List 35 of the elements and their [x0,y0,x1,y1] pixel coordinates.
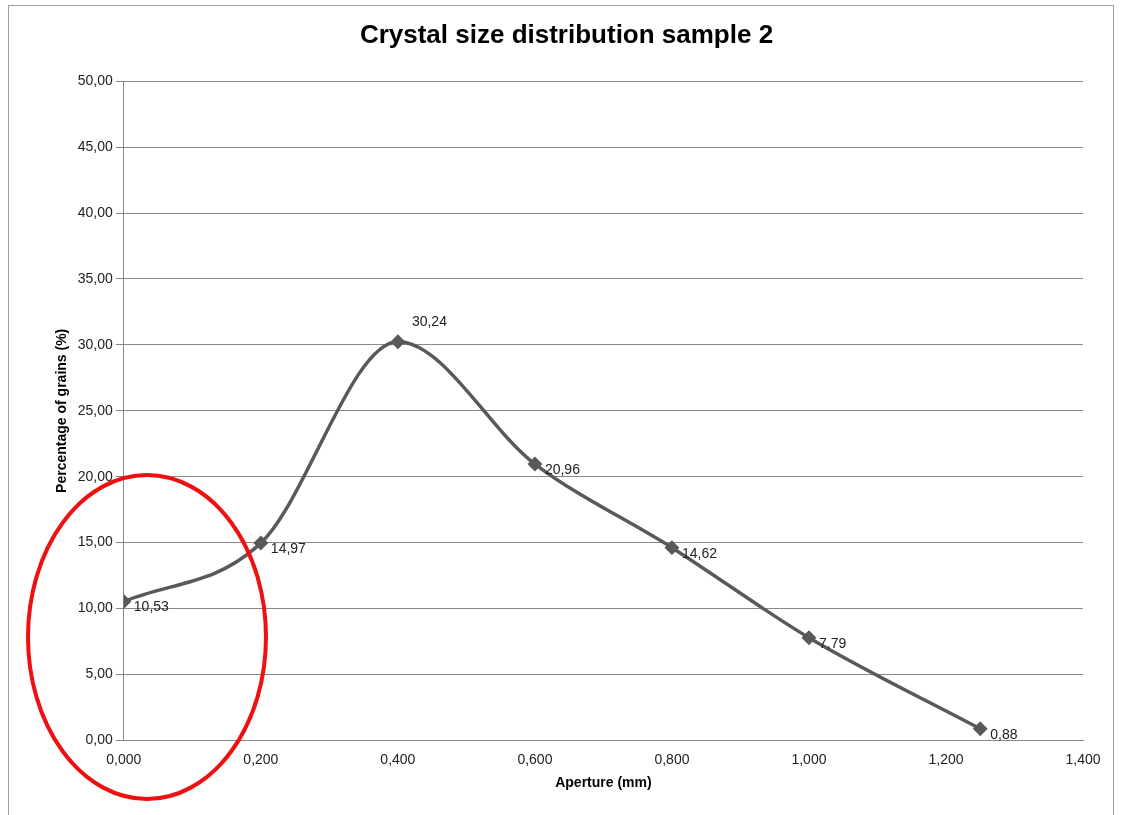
y-tick-label: 25,00 [77,401,114,418]
x-tick-label: 0,800 [654,750,690,767]
point [254,536,268,550]
x-tick-label: 1,000 [791,750,827,767]
x-tick-label: 1,400 [1065,750,1101,767]
data-label: 14,62 [681,544,718,561]
y-tick-label: 30,00 [77,335,114,352]
data-label: 7,79 [818,634,847,651]
data-label: 10,53 [133,598,170,615]
y-tick-label: 15,00 [77,533,114,550]
y-tick-label: 40,00 [77,203,114,220]
point [391,334,405,349]
y-tick-label: 50,00 [77,72,114,89]
x-tick-label: 1,200 [928,750,964,767]
data-label: 30,24 [411,312,448,329]
data-label: 0,88 [990,725,1018,742]
point [802,630,816,645]
y-tick-label: 20,00 [77,467,114,484]
x-tick-label: 0,000 [106,750,142,767]
x-tick-label: 0,600 [517,750,553,767]
y-tick-label: 5,00 [85,665,114,682]
x-tick-label: 0,400 [380,750,416,767]
y-tick-label: 45,00 [77,137,114,154]
data-label: 14,97 [270,539,307,556]
point [528,457,542,471]
y-tick-label: 35,00 [77,269,114,286]
x-axis-title: Aperture (mm) [555,774,652,791]
y-axis-title: Percentage of grains (%) [53,328,70,493]
y-tick-label: 10,00 [77,599,114,616]
x-tick-label: 0,200 [243,750,279,767]
point [665,540,679,555]
y-tick-label: 0,00 [85,731,114,748]
point [973,722,987,736]
chart-title: Crystal size distribution sample 2 [359,18,774,49]
data-label: 20,96 [544,460,581,477]
